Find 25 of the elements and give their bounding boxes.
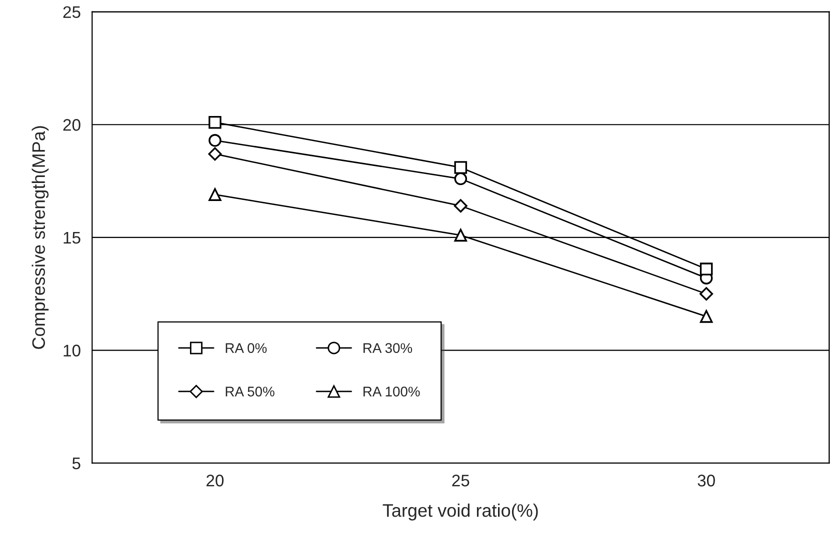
point <box>700 310 713 323</box>
y-tick-label: 15 <box>64 232 80 244</box>
x-axis-title: Target void ratio(%) <box>382 504 538 520</box>
point <box>454 228 468 242</box>
point <box>454 161 468 174</box>
point <box>208 147 222 161</box>
legend-label: RA 0% <box>226 343 267 353</box>
point <box>454 172 468 186</box>
point <box>454 199 468 213</box>
legend-label: RA 100% <box>364 386 420 396</box>
legend-label: RA 50% <box>226 386 274 396</box>
point <box>208 134 222 147</box>
y-tick-label: 25 <box>63 6 80 18</box>
y-tick-label: 5 <box>72 458 80 470</box>
y-tick-label: 10 <box>64 344 80 356</box>
point <box>700 287 714 301</box>
x-tick-label: 25 <box>452 474 470 486</box>
point <box>700 262 713 276</box>
point <box>208 116 222 129</box>
y-axis-title: Compressive strength(MPa) <box>32 126 49 349</box>
x-tick-label: 20 <box>206 474 224 486</box>
point <box>208 188 222 201</box>
y-tick-label: 20 <box>63 119 80 131</box>
x-tick-label: 30 <box>698 474 715 486</box>
legend-label: RA 30% <box>364 343 412 353</box>
